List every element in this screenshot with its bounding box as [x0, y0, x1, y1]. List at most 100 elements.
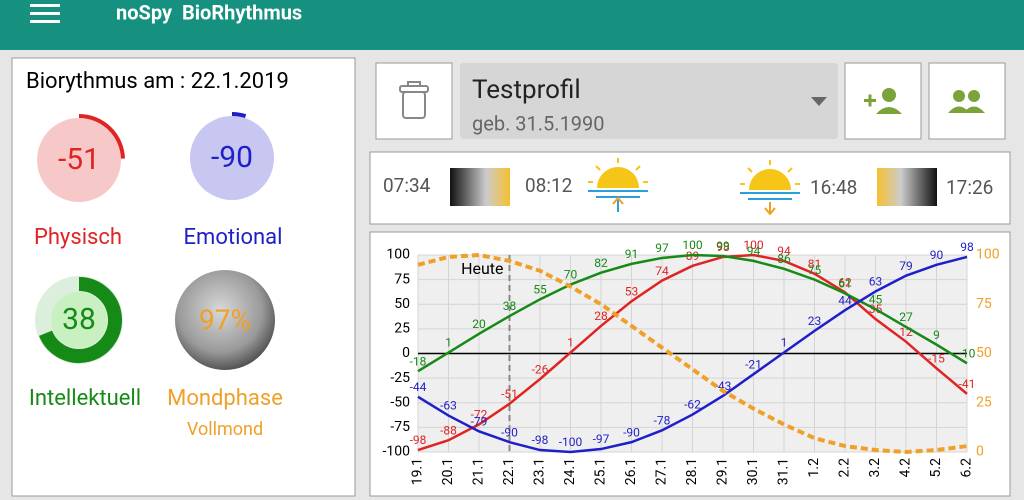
x-tick-label: 19.1 [410, 458, 426, 485]
gauge-arc [39, 277, 122, 363]
delete-button[interactable] [375, 62, 453, 140]
gauge-background [190, 116, 274, 200]
data-label: -88 [440, 423, 457, 437]
gauge-inner [51, 292, 107, 348]
data-label: 1 [445, 336, 452, 350]
y-tick-label: -50 [390, 394, 410, 410]
gauge-arc [231, 112, 247, 119]
data-label: 20 [472, 317, 486, 331]
data-label: 100 [682, 238, 702, 252]
data-label: 98 [716, 240, 730, 254]
dawn-time: 07:34 [383, 174, 431, 197]
data-label: -51 [501, 387, 518, 401]
sunset-icon [740, 160, 800, 216]
gauge-value: -51 [58, 142, 100, 177]
x-tick-label: 1.2 [806, 458, 822, 478]
gauge-value: 38 [62, 302, 96, 337]
x-tick-label: 20.1 [440, 458, 456, 485]
x-tick-label: 3.2 [867, 458, 883, 478]
data-label: 86 [777, 252, 791, 266]
gauge-value: -90 [211, 140, 253, 175]
y-tick-label: 50 [394, 296, 410, 312]
profiles-button[interactable] [928, 62, 1006, 140]
x-tick-label: 5.2 [928, 458, 944, 478]
menu-button[interactable] [30, 4, 60, 23]
dawn-gradient [450, 168, 510, 206]
data-label: -79 [471, 414, 488, 428]
x-tick-label: 4.2 [898, 458, 914, 478]
y-tick-label: -25 [390, 370, 410, 386]
add-profile-button[interactable] [844, 62, 922, 140]
data-label: 38 [503, 299, 517, 313]
data-label: 53 [625, 284, 639, 298]
moon-label: Mondphase [167, 386, 283, 411]
data-label: -21 [745, 357, 762, 371]
data-label: 79 [899, 259, 913, 273]
data-label: 27 [899, 310, 913, 324]
data-label: -43 [715, 379, 732, 393]
data-label: -63 [440, 399, 457, 413]
gauge-label: Intellektuell [29, 386, 141, 411]
data-label: 81 [808, 257, 822, 271]
data-label: 70 [564, 268, 578, 282]
y2-tick-label: 50 [976, 345, 992, 361]
profile-name: Testprofil [472, 75, 581, 105]
dropdown-arrow [811, 97, 827, 106]
gauge-label: Emotional [184, 225, 283, 250]
data-label: -78 [654, 414, 671, 428]
series-line [417, 253, 968, 373]
data-label: 100 [743, 238, 763, 252]
series-line [417, 255, 968, 454]
x-tick-label: 6.2 [959, 458, 975, 478]
profile-dropdown[interactable] [460, 63, 838, 139]
y-tick-label: 75 [394, 271, 410, 287]
x-tick-label: 30.1 [745, 458, 761, 485]
moon-phase: Vollmond [187, 419, 263, 440]
x-tick-label: 24.1 [562, 458, 578, 485]
y-tick-label: 25 [394, 321, 410, 337]
y-tick-label: -100 [383, 444, 411, 460]
sunrise-icon [588, 158, 648, 212]
data-label: 97 [655, 241, 669, 255]
data-label: -15 [928, 351, 945, 365]
data-label: 94 [777, 244, 791, 258]
series-line [417, 252, 968, 455]
data-label: 1 [781, 336, 788, 350]
moon-image [175, 270, 275, 370]
y-tick-label: 100 [386, 247, 410, 263]
x-tick-label: 29.1 [715, 458, 731, 485]
data-label: 1 [567, 336, 574, 350]
data-label: -97 [593, 432, 610, 446]
sunset-time: 16:48 [810, 176, 857, 199]
data-label: 94 [747, 244, 761, 258]
data-label: -72 [471, 408, 488, 422]
gauge-arc [78, 114, 125, 159]
x-tick-label: 31.1 [776, 458, 792, 485]
moon-value: 97% [199, 303, 251, 336]
series-line [417, 253, 968, 452]
data-label: 99 [716, 239, 730, 253]
data-label: -98 [410, 433, 427, 447]
x-tick-label: 26.1 [623, 458, 639, 485]
y-tick-label: -75 [390, 419, 410, 435]
x-tick-label: 22.1 [501, 458, 517, 485]
x-tick-label: 2.2 [837, 458, 853, 478]
today-label: Heute [461, 259, 503, 278]
add-person-icon [864, 88, 902, 114]
data-label: 74 [655, 264, 669, 278]
data-label: 82 [594, 256, 608, 270]
data-label: 90 [930, 248, 944, 262]
x-tick-label: 27.1 [654, 458, 670, 485]
x-tick-label: 25.1 [593, 458, 609, 485]
gauge-label: Physisch [34, 225, 122, 250]
x-tick-label: 23.1 [532, 458, 548, 485]
app-title: noSpy BioRhythmus [116, 0, 302, 24]
sunrise-time: 08:12 [525, 174, 572, 197]
data-label: -62 [684, 398, 701, 412]
data-label: 62 [838, 276, 852, 290]
y2-tick-label: 0 [976, 444, 984, 460]
data-label: 75 [808, 263, 822, 277]
data-label: -44 [410, 380, 427, 394]
data-label: 23 [808, 314, 822, 328]
